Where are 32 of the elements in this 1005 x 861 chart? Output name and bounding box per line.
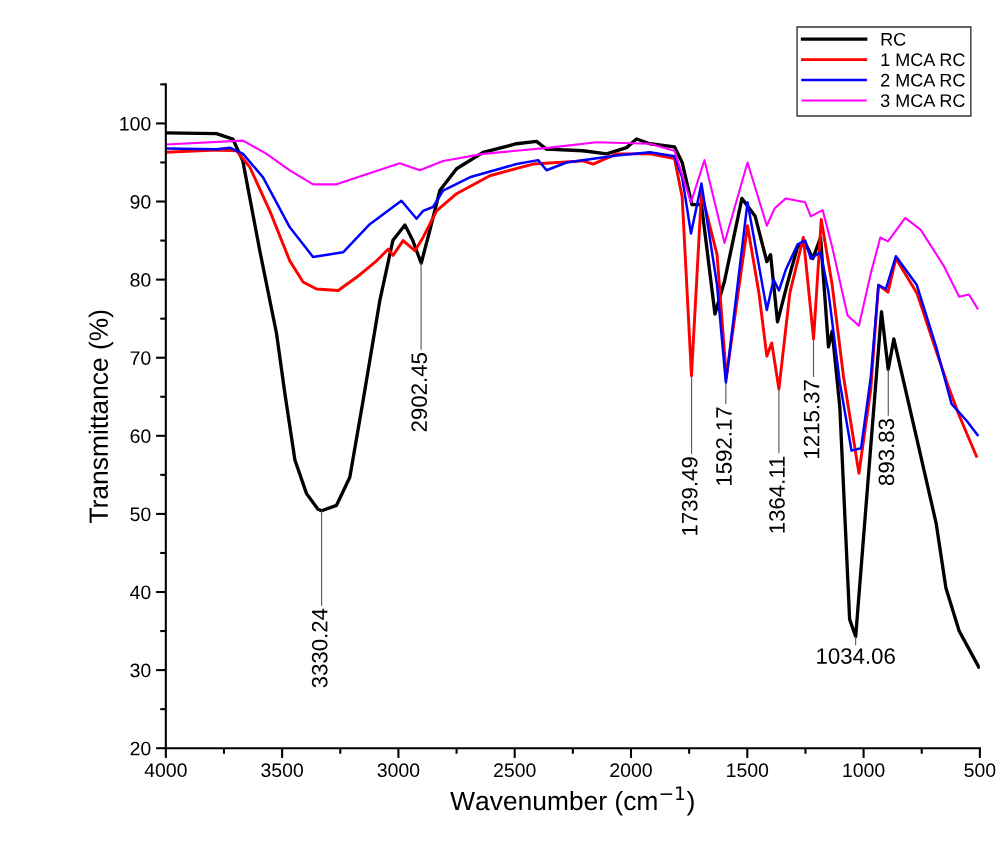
x-tick-label: 1000	[843, 763, 885, 778]
line-series	[165, 139, 979, 327]
annotation: 1592.17	[716, 407, 732, 485]
y-tick-label: 80	[130, 273, 151, 287]
annotation: 893.83	[878, 419, 895, 486]
y-tick-label: 50	[130, 507, 151, 522]
x-tick-label: 1500	[727, 763, 769, 778]
annotation: 3330.24	[311, 608, 328, 688]
x-axis-title: Wavenumber (cm$^{−1}$)	[450, 786, 694, 816]
annotation: 1364.11	[769, 456, 785, 533]
y-tick-label: 90	[130, 194, 151, 209]
x-tick-label: 3500	[261, 763, 303, 778]
x-tick-label: 2000	[610, 763, 652, 778]
annotation: 1215.37	[803, 380, 820, 458]
x-tick-label: 500	[964, 763, 996, 778]
legend-label: 3 MCA RC	[880, 94, 965, 108]
y-tick-label: 60	[130, 429, 151, 444]
x-tick-label: 2500	[494, 763, 536, 778]
y-tick-label: 70	[130, 351, 151, 365]
annotation: 2902.45	[411, 353, 428, 432]
legend-label: 2 MCA RC	[881, 73, 965, 87]
y-axis-title: Transmittance (%)	[88, 310, 114, 523]
y-tick-label: 40	[130, 585, 151, 600]
y-tick-label: 30	[130, 663, 151, 678]
legend-label: RC	[881, 32, 906, 46]
legend-label: 1 MCA RC	[881, 53, 965, 67]
x-tick-label: 4000	[144, 763, 187, 778]
y-tick-label: 100	[120, 116, 151, 131]
annotation: 1034.06	[817, 648, 895, 664]
annotation: 1739.49	[681, 457, 698, 535]
x-tick-label: 3000	[377, 763, 420, 778]
y-tick-label: 20	[130, 741, 151, 756]
